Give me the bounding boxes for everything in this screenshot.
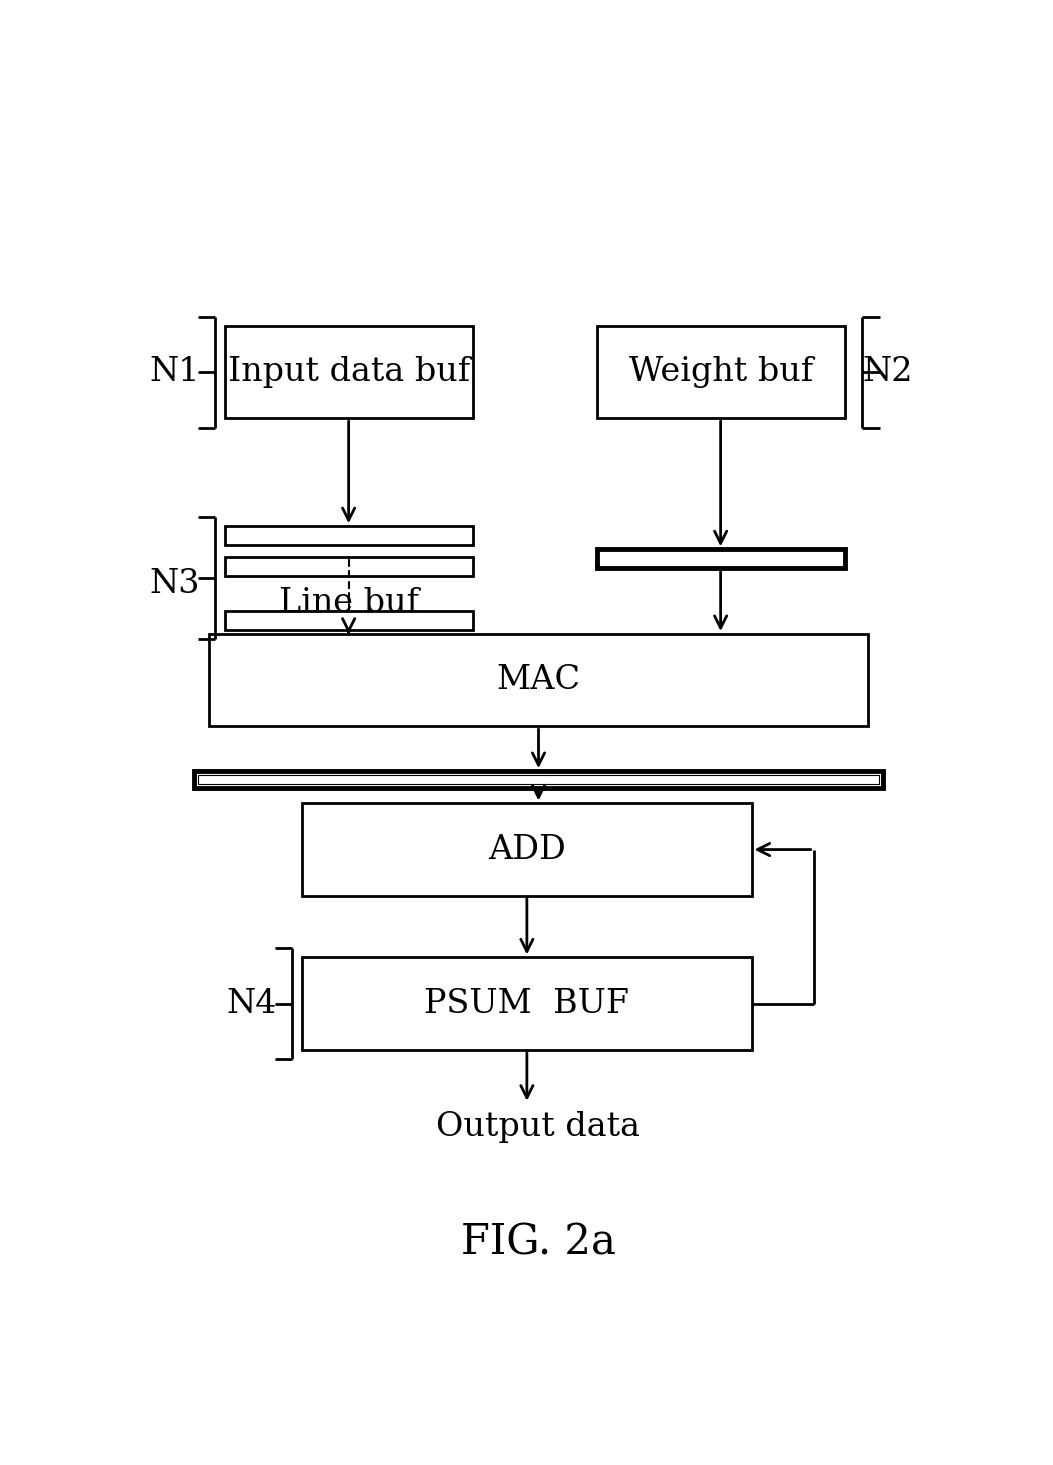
Text: FIG. 2a: FIG. 2a — [461, 1222, 616, 1263]
Bar — [597, 325, 845, 419]
Text: Output data: Output data — [437, 1110, 640, 1143]
Text: ADD: ADD — [488, 834, 565, 866]
Bar — [302, 803, 752, 895]
Bar — [194, 771, 883, 788]
Bar — [210, 634, 868, 727]
Text: MAC: MAC — [497, 664, 580, 696]
Bar — [198, 775, 879, 784]
Text: Line buf: Line buf — [279, 587, 418, 620]
Bar — [224, 611, 473, 630]
Text: Weight buf: Weight buf — [629, 356, 813, 388]
Bar — [597, 549, 845, 568]
Bar — [224, 526, 473, 545]
Bar — [224, 325, 473, 419]
Text: N2: N2 — [862, 356, 913, 388]
Text: N3: N3 — [150, 568, 199, 599]
Text: N1: N1 — [150, 356, 199, 388]
Bar — [224, 557, 473, 576]
Bar — [302, 957, 752, 1050]
Text: PSUM  BUF: PSUM BUF — [424, 987, 630, 1020]
Text: Input data buf: Input data buf — [227, 356, 470, 388]
Text: N4: N4 — [226, 987, 277, 1020]
